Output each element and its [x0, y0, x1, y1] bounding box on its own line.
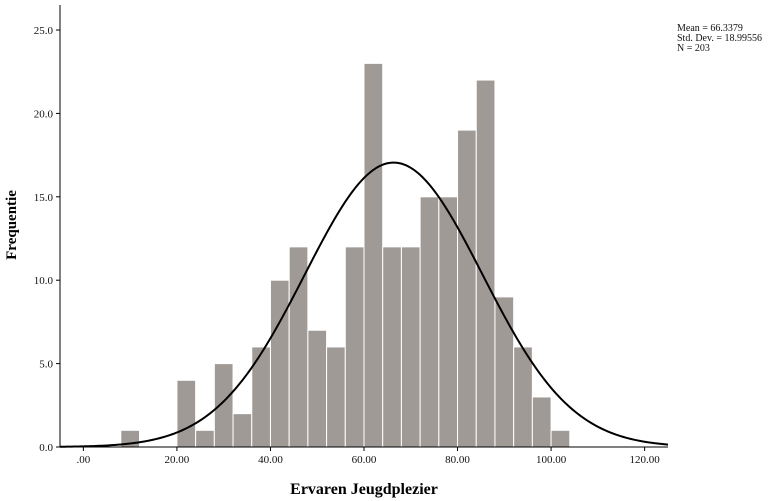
histogram-bar-80-84 — [457, 129, 477, 448]
y-tick-label: 25.0 — [34, 25, 54, 37]
histogram-bar-64-68 — [382, 246, 402, 448]
histogram-bar-68-72 — [400, 246, 421, 448]
histogram-bar-52-56 — [326, 346, 346, 448]
y-tick-label: 10.0 — [34, 275, 54, 287]
histogram-bar-72-76 — [419, 196, 440, 448]
histogram-bar-40-44 — [269, 279, 290, 448]
x-tick-label: 80.00 — [445, 454, 470, 466]
stats-box: Mean = 66.3379 Std. Dev. = 18.99556 N = … — [677, 24, 762, 54]
x-tick-label: 120.00 — [629, 454, 660, 466]
histogram-bar-88-92 — [494, 296, 515, 448]
x-tick-label: 100.00 — [536, 454, 567, 466]
y-tick-label: 15.0 — [34, 192, 54, 204]
histogram-bar-96-100 — [531, 396, 552, 448]
histogram-bar-56-60 — [344, 246, 365, 448]
histogram-bars — [120, 62, 571, 448]
histogram-bar-76-80 — [438, 196, 459, 448]
histogram-bar-28-32 — [213, 363, 234, 448]
x-tick-label: .00 — [77, 454, 91, 466]
histogram-bar-48-52 — [307, 329, 328, 448]
stats-std-dev: Std. Dev. = 18.99556 — [677, 33, 762, 44]
histogram-bar-84-88 — [475, 79, 496, 448]
stats-n: N = 203 — [677, 43, 710, 54]
x-axis-label: Ervaren Jeugdplezier — [290, 481, 438, 498]
histogram-bar-92-96 — [513, 346, 533, 448]
stats-mean: Mean = 66.3379 — [677, 23, 743, 34]
y-axis-label: Frequentie — [4, 190, 20, 260]
y-tick-label: 0.0 — [39, 442, 53, 454]
histogram-bar-20-24 — [176, 379, 197, 448]
histogram-bar-60-64 — [363, 62, 384, 448]
y-tick-label: 5.0 — [39, 359, 53, 371]
y-tick-label: 20.0 — [34, 108, 54, 120]
histogram-bar-44-48 — [288, 246, 309, 448]
x-tick-label: 40.00 — [258, 454, 283, 466]
x-tick-label: 20.00 — [165, 454, 190, 466]
normal-curve — [59, 161, 669, 448]
histogram-bar-100-104 — [550, 429, 571, 448]
histogram-bar-24-28 — [195, 429, 215, 448]
y-ticks: 0.0 5.0 10.0 15.0 20.0 25.0 — [34, 25, 60, 454]
x-ticks: .00 20.00 40.00 60.00 80.00 100.00 120.00 — [77, 447, 660, 466]
x-tick-label: 60.00 — [352, 454, 377, 466]
histogram-bar-32-36 — [232, 413, 253, 448]
